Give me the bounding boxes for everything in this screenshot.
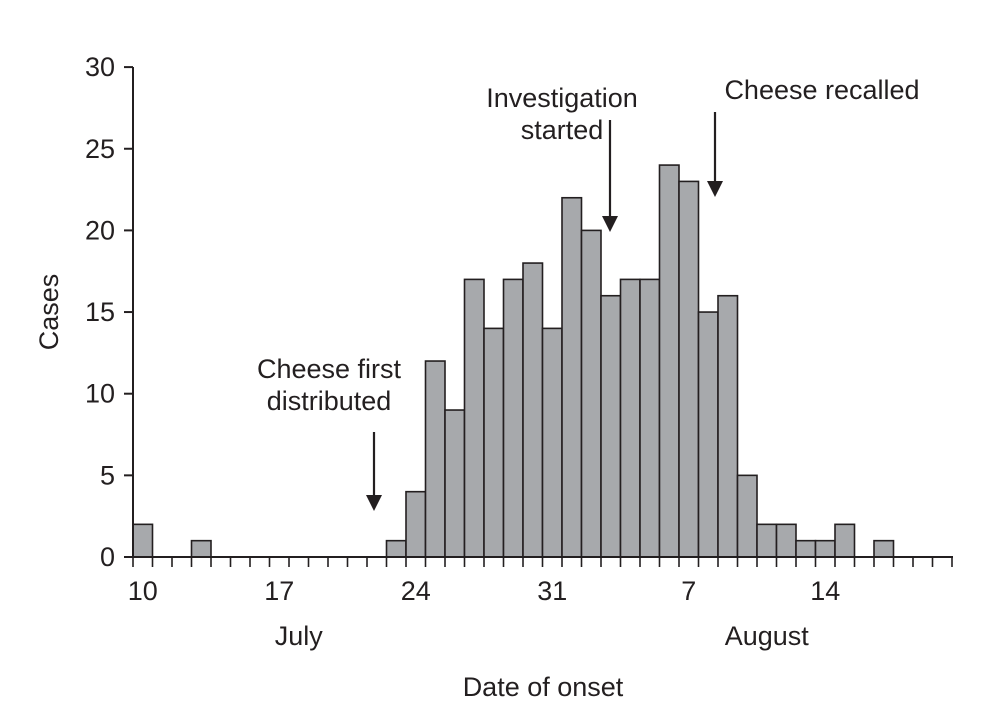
x-tick-label-14: 14 (810, 576, 840, 606)
bar-jul-31 (541, 327, 563, 558)
bar-aug-17 (873, 539, 895, 558)
annotation-3: Cheese recalled (707, 75, 920, 197)
bar-aug-15 (834, 523, 856, 558)
month-label-july: July (275, 621, 324, 651)
bar-jul-29 (502, 278, 524, 558)
y-tick-label-10: 10 (85, 379, 115, 409)
y-tick-label-5: 5 (100, 460, 115, 490)
bars-layer (132, 164, 895, 558)
bar-jul-25 (424, 360, 446, 558)
bar-aug-3 (600, 294, 622, 558)
y-tick-label-0: 0 (100, 542, 115, 572)
bar-aug-8 (697, 311, 719, 558)
bar-aug-14 (814, 539, 836, 558)
bar-jul-28 (483, 327, 505, 558)
x-tick-label-24: 24 (401, 576, 431, 606)
bar-aug-2 (580, 229, 602, 558)
annotation-arrow-head (366, 495, 382, 511)
x-tick-label-31: 31 (537, 576, 567, 606)
bar-jul-26 (444, 409, 466, 558)
bar-jul-23 (385, 539, 407, 558)
bar-jul-24 (405, 490, 427, 558)
bar-aug-13 (795, 539, 817, 558)
ticks-layer: 0 5 10 15 20 25 30 10 17 24 31 7 14 July August (85, 52, 953, 651)
bar-jul-30 (522, 262, 544, 558)
annotation-label: started (521, 115, 604, 145)
annotation-label: Investigation (486, 83, 638, 113)
x-tick-label-7: 7 (681, 576, 696, 606)
bar-aug-12 (775, 523, 797, 558)
bar-aug-11 (756, 523, 778, 558)
bar-aug-4 (619, 278, 641, 558)
annotation-label: distributed (267, 386, 392, 416)
bar-aug-1 (561, 196, 583, 558)
annotation-label: Cheese recalled (724, 75, 919, 105)
bar-jul-13 (190, 539, 212, 558)
bar-aug-6 (658, 164, 680, 558)
y-tick-label-30: 30 (85, 52, 115, 82)
bar-jul-27 (463, 278, 485, 558)
bar-aug-7 (678, 180, 700, 558)
y-tick-label-20: 20 (85, 215, 115, 245)
x-axis-title: Date of onset (463, 672, 624, 702)
y-tick-label-25: 25 (85, 134, 115, 164)
annotation-label: Cheese first (257, 354, 402, 384)
y-axis-title: Cases (34, 274, 64, 351)
x-tick-label-10: 10 (128, 576, 158, 606)
annotation-arrow-head (602, 216, 618, 232)
x-tick-label-17: 17 (264, 576, 294, 606)
bar-jul-10 (132, 523, 154, 558)
bar-aug-9 (717, 294, 739, 558)
month-label-august: August (725, 621, 810, 651)
bar-aug-5 (639, 278, 661, 558)
annotation-arrow-head (707, 181, 723, 197)
y-tick-label-15: 15 (85, 297, 115, 327)
bar-aug-10 (736, 474, 758, 558)
